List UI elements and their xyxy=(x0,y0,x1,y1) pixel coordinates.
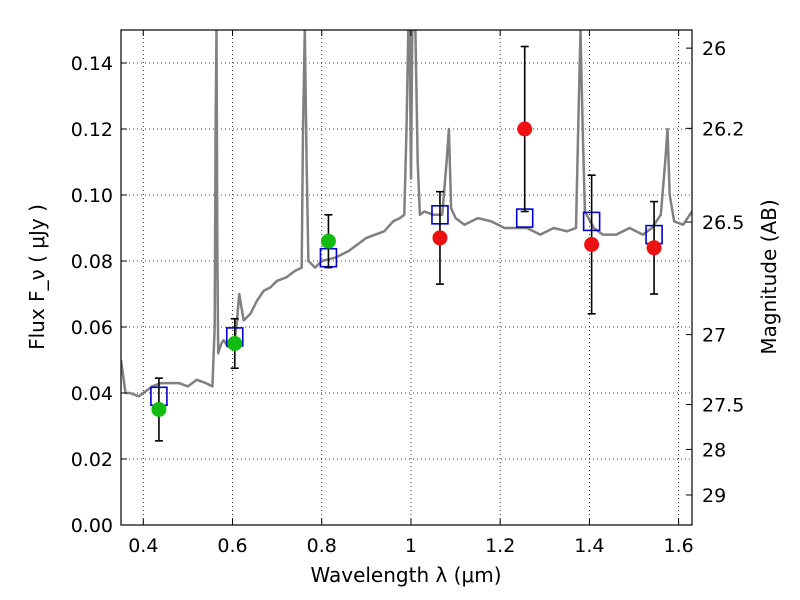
y2-tick-label: 26 xyxy=(702,38,726,60)
observed-point xyxy=(151,402,167,417)
x-tick-label: 0.8 xyxy=(307,535,337,557)
observed-point xyxy=(517,121,533,137)
observed-point xyxy=(227,336,243,351)
x-tick-label: 0.6 xyxy=(217,535,247,557)
observed-point xyxy=(646,240,662,256)
y2-tick-label: 28 xyxy=(702,439,726,461)
x-tick-label: 1.6 xyxy=(664,535,694,557)
axis-ticks: 0.4 0.6 0.8 1 1.2 1.4 1.6 0.00 0.02 0.04 0.06 0.08 0… xyxy=(71,30,744,557)
y2-axis-label: Magnitude (AB) xyxy=(757,199,781,354)
observed-point xyxy=(584,237,600,252)
y-tick-label: 0.14 xyxy=(71,53,113,75)
y2-tick-label: 29 xyxy=(702,485,726,507)
grid-lines xyxy=(121,30,692,526)
spectrum-line xyxy=(121,30,692,398)
y-tick-label: 0.04 xyxy=(71,383,113,405)
y-tick-label: 0.08 xyxy=(71,251,113,273)
y-axis-label: Flux F_ν ( μJy ) xyxy=(25,204,49,350)
y2-tick-label: 27.5 xyxy=(702,395,744,417)
y-tick-label: 0.00 xyxy=(71,515,113,537)
observed-point xyxy=(432,230,448,246)
plot-area xyxy=(121,30,692,442)
y2-tick-label: 27 xyxy=(702,325,726,347)
y2-tick-label: 26.2 xyxy=(702,118,744,140)
observed-point xyxy=(320,233,336,249)
y2-tick-label: 26.5 xyxy=(702,212,744,234)
x-tick-label: 1.4 xyxy=(574,535,604,557)
plot-frame xyxy=(120,29,693,526)
x-tick-label: 1 xyxy=(405,535,417,557)
x-tick-label: 0.4 xyxy=(128,535,158,557)
y-tick-label: 0.02 xyxy=(71,449,113,471)
x-tick-label: 1.2 xyxy=(485,535,515,557)
y-tick-label: 0.12 xyxy=(71,119,113,141)
x-axis-label: Wavelength λ (μm) xyxy=(310,563,501,587)
y-tick-label: 0.10 xyxy=(71,185,113,207)
y-tick-label: 0.06 xyxy=(71,317,113,339)
